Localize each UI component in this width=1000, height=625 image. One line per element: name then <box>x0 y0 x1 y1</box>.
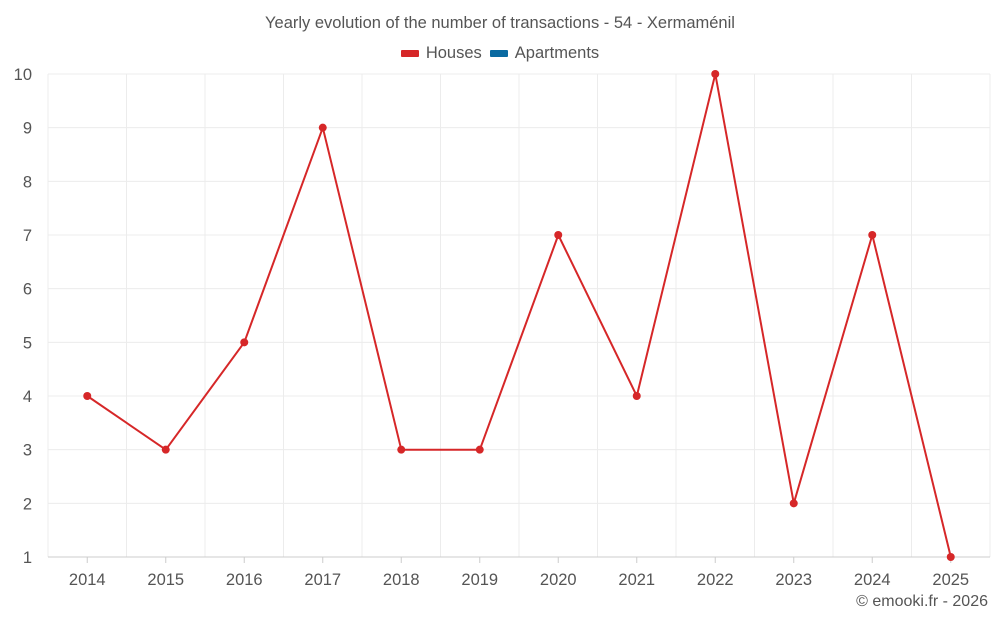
data-point <box>240 338 249 347</box>
x-tick-label: 2023 <box>775 571 812 589</box>
x-tick-label: 2025 <box>932 571 969 589</box>
data-point <box>318 123 327 132</box>
x-tick-label: 2016 <box>226 571 263 589</box>
credit-text: © emooki.fr - 2026 <box>856 593 988 610</box>
legend-swatch-apartments <box>489 50 508 57</box>
x-tick-label: 2017 <box>304 571 341 589</box>
data-point <box>83 392 92 400</box>
x-tick-label: 2018 <box>383 571 420 589</box>
x-tick-label: 2021 <box>618 571 655 589</box>
series-line-houses <box>86 73 952 558</box>
data-point <box>789 499 798 508</box>
legend-item-apartments[interactable]: Apartments <box>489 44 600 63</box>
x-tick-label: 2019 <box>461 571 498 589</box>
x-tick-label: 2015 <box>147 571 184 589</box>
y-tick-label: 2 <box>23 495 32 513</box>
chart-title: Yearly evolution of the number of transa… <box>265 14 735 32</box>
x-tick-label: 2022 <box>697 571 734 589</box>
legend-item-houses[interactable]: Houses <box>400 44 482 63</box>
data-point <box>397 445 406 454</box>
x-tick-label: 2014 <box>69 571 106 589</box>
data-point <box>554 231 563 239</box>
legend-label-apartments: Apartments <box>514 44 600 62</box>
legend-label-houses: Houses <box>425 44 482 62</box>
legend: Houses Apartments <box>0 44 1000 63</box>
y-tick-label: 4 <box>23 388 32 406</box>
y-tick-label: 1 <box>23 549 32 567</box>
x-tick-label: 2024 <box>854 571 891 589</box>
data-point <box>946 553 955 561</box>
data-point <box>868 231 877 239</box>
x-tick-label: 2020 <box>540 571 577 589</box>
data-point <box>711 70 720 78</box>
y-tick-label: 6 <box>23 281 32 299</box>
y-tick-label: 8 <box>23 173 32 191</box>
y-tick-label: 9 <box>23 120 32 138</box>
y-tick-label: 10 <box>14 66 32 84</box>
legend-swatch-houses <box>400 50 419 57</box>
data-point <box>632 392 641 400</box>
data-point <box>475 445 484 454</box>
y-tick-label: 7 <box>23 227 32 245</box>
y-tick-label: 3 <box>23 442 32 460</box>
data-point <box>161 445 170 454</box>
y-tick-label: 5 <box>23 334 32 352</box>
